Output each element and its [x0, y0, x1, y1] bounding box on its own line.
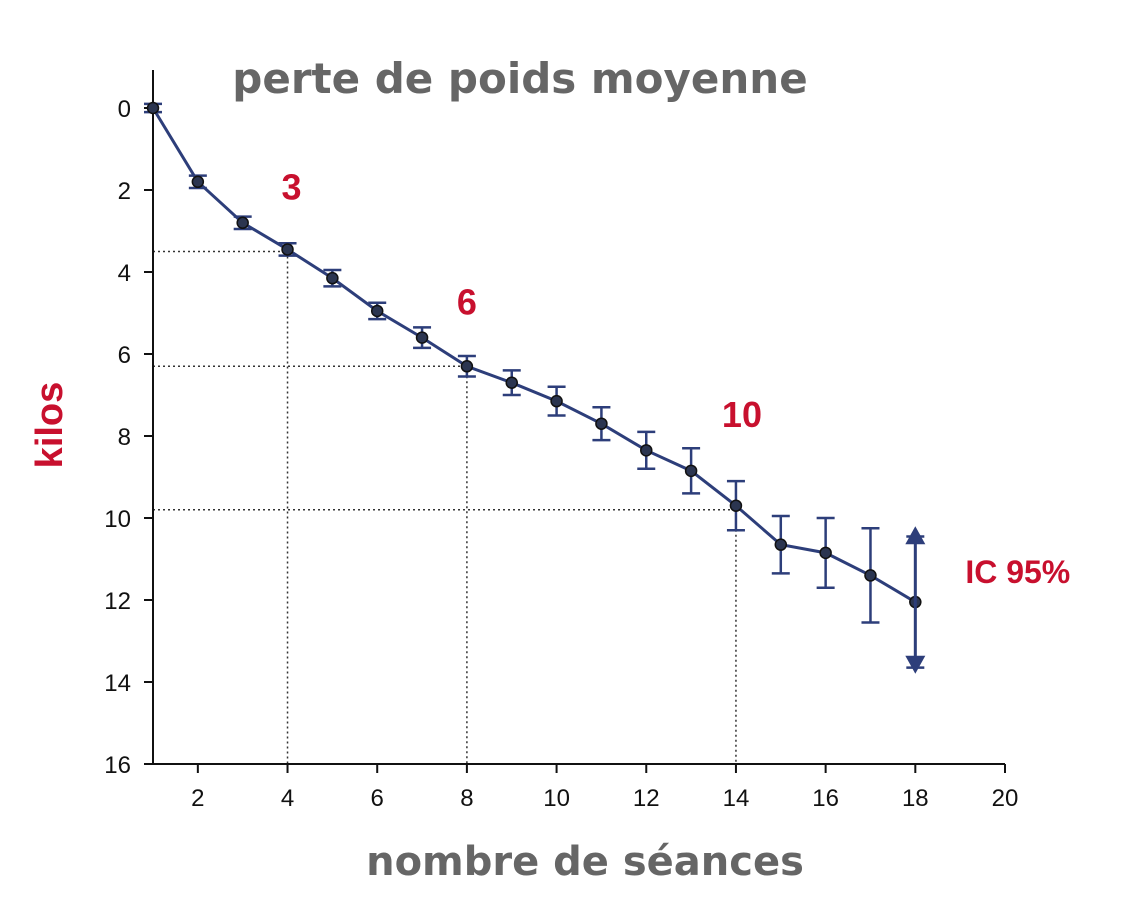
- ci-label: IC 95%: [965, 554, 1070, 590]
- x-tick-label: 8: [460, 785, 473, 812]
- data-point: [326, 271, 339, 285]
- y-tick-label: 16: [104, 752, 131, 779]
- x-tick-label: 18: [902, 785, 929, 812]
- data-point: [640, 444, 653, 457]
- data-point: [505, 376, 518, 389]
- y-tick-label: 14: [104, 670, 131, 697]
- y-tick-label: 12: [104, 588, 131, 615]
- y-tick-label: 0: [118, 96, 131, 123]
- data-point: [550, 394, 563, 408]
- x-tick-label: 4: [281, 785, 294, 812]
- y-axis-label: kilos: [29, 382, 71, 469]
- data-point: [819, 546, 832, 560]
- session-annotation: 3: [282, 167, 302, 208]
- data-point: [415, 331, 429, 344]
- x-tick-label: 20: [992, 785, 1019, 812]
- data-point: [191, 175, 205, 189]
- data-point: [729, 499, 743, 512]
- data-point: [370, 304, 384, 318]
- axes: 0 2 4 6 8 10 12 14 16 2 4 6 8 10 12 14 16 18 20: [104, 70, 1018, 812]
- data-point: [146, 101, 160, 115]
- data-point: [236, 216, 249, 230]
- session-annotation: 6: [457, 281, 477, 322]
- x-tick-label: 2: [191, 785, 204, 812]
- series-line: [151, 107, 917, 604]
- x-tick-label: 16: [812, 785, 839, 812]
- ci-arrow-head-up: [905, 526, 926, 545]
- data-point: [595, 417, 608, 430]
- data-point: [281, 243, 294, 256]
- annotations: 3 6 10 IC 95%: [282, 167, 1070, 674]
- session-annotation: 10: [722, 394, 762, 435]
- data-point: [684, 464, 698, 478]
- y-tick-label: 10: [104, 506, 131, 533]
- ci-arrow-head-down: [905, 655, 926, 674]
- y-tick-label: 6: [118, 342, 131, 369]
- y-tick-label: 4: [118, 260, 131, 287]
- plot-area: [144, 101, 925, 669]
- data-point: [864, 569, 877, 582]
- x-tick-label: 14: [723, 785, 750, 812]
- x-tick-label: 12: [633, 785, 660, 812]
- x-tick-label: 6: [371, 785, 384, 812]
- data-point: [774, 538, 788, 551]
- data-point: [460, 360, 474, 373]
- y-tick-label: 8: [118, 424, 131, 451]
- x-axis-label: nombre de séances: [366, 839, 804, 885]
- reference-guides: [153, 250, 737, 764]
- y-tick-label: 2: [118, 178, 131, 205]
- x-tick-label: 10: [543, 785, 570, 812]
- chart-title: perte de poids moyenne: [232, 54, 807, 103]
